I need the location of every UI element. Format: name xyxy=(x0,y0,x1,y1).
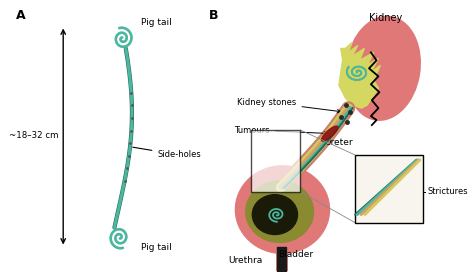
Ellipse shape xyxy=(252,195,298,234)
Ellipse shape xyxy=(321,126,338,141)
Text: Tumours: Tumours xyxy=(235,126,328,135)
Text: Ureter: Ureter xyxy=(324,138,353,147)
Bar xyxy=(355,155,423,222)
Text: B: B xyxy=(209,9,219,22)
Text: Strictures: Strictures xyxy=(428,187,468,196)
Text: Urethra: Urethra xyxy=(228,256,262,265)
Text: Side-holes: Side-holes xyxy=(133,147,201,159)
Text: Kidney stones: Kidney stones xyxy=(237,98,341,113)
Text: Pig tail: Pig tail xyxy=(141,18,172,27)
Text: Kidney: Kidney xyxy=(369,13,402,23)
Polygon shape xyxy=(339,42,380,108)
Text: Bladder: Bladder xyxy=(278,250,313,259)
Bar xyxy=(251,130,301,192)
Ellipse shape xyxy=(236,166,329,254)
Text: A: A xyxy=(16,9,26,22)
Ellipse shape xyxy=(346,17,420,120)
Ellipse shape xyxy=(246,181,313,242)
Text: ~18–32 cm: ~18–32 cm xyxy=(9,131,58,140)
Text: Pig tail: Pig tail xyxy=(141,243,172,252)
